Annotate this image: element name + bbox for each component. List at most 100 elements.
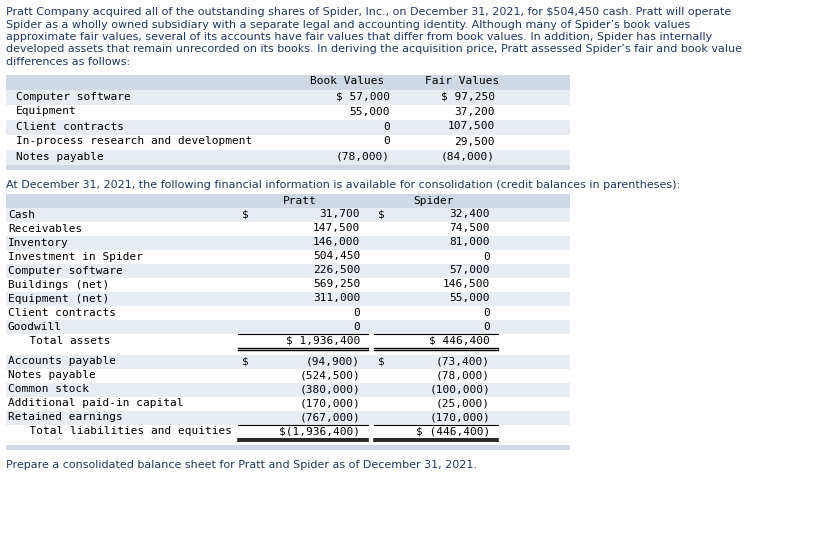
Text: (767,000): (767,000) (299, 413, 360, 423)
Bar (6, 193, 570, 208)
Text: Pratt: Pratt (283, 196, 317, 206)
Text: Fair Values: Fair Values (425, 76, 499, 86)
Text: (25,000): (25,000) (436, 398, 490, 408)
Text: Total liabilities and equities: Total liabilities and equities (16, 427, 232, 437)
Text: Common stock: Common stock (8, 384, 89, 394)
Text: $ 446,400: $ 446,400 (429, 335, 490, 345)
Text: Investment in Spider: Investment in Spider (8, 252, 143, 261)
Bar (6, 354, 570, 369)
Text: $: $ (378, 356, 385, 367)
Bar (6, 105, 570, 120)
Text: 569,250: 569,250 (313, 280, 360, 290)
Bar (6, 320, 570, 334)
Text: 0: 0 (354, 307, 360, 317)
Text: 29,500: 29,500 (455, 136, 495, 146)
Text: 311,000: 311,000 (313, 294, 360, 304)
Bar (6, 424, 570, 438)
Text: Receivables: Receivables (8, 223, 82, 233)
Text: differences as follows:: differences as follows: (6, 57, 130, 67)
Text: 226,500: 226,500 (313, 266, 360, 276)
Bar (6, 263, 570, 277)
Text: 74,500: 74,500 (450, 223, 490, 233)
Text: Equipment: Equipment (16, 106, 77, 116)
Text: Prepare a consolidated balance sheet for Pratt and Spider as of December 31, 202: Prepare a consolidated balance sheet for… (6, 460, 477, 470)
Bar (6, 411, 570, 424)
Text: (170,000): (170,000) (429, 413, 490, 423)
Text: $ 97,250: $ 97,250 (441, 91, 495, 101)
Text: Accounts payable: Accounts payable (8, 356, 116, 367)
Text: 55,000: 55,000 (450, 294, 490, 304)
Text: Client contracts: Client contracts (8, 307, 116, 317)
Text: 504,450: 504,450 (313, 252, 360, 261)
Bar (6, 334, 570, 348)
Text: Equipment (net): Equipment (net) (8, 294, 110, 304)
Bar (6, 277, 570, 291)
Text: 146,000: 146,000 (313, 237, 360, 247)
Text: 57,000: 57,000 (450, 266, 490, 276)
Bar (6, 90, 570, 105)
Text: 0: 0 (483, 321, 490, 331)
Text: Buildings (net): Buildings (net) (8, 280, 110, 290)
Text: Book Values: Book Values (310, 76, 385, 86)
Text: 0: 0 (383, 136, 390, 146)
Text: Computer software: Computer software (16, 91, 130, 101)
Bar (6, 149, 570, 164)
Text: Total assets: Total assets (16, 335, 110, 345)
Text: Spider: Spider (414, 196, 454, 206)
Bar (6, 164, 570, 169)
Bar (6, 305, 570, 320)
Text: 32,400: 32,400 (450, 209, 490, 219)
Bar (6, 250, 570, 263)
Text: 0: 0 (383, 121, 390, 131)
Text: 81,000: 81,000 (450, 237, 490, 247)
Text: Notes payable: Notes payable (8, 370, 96, 380)
Text: $(1,936,400): $(1,936,400) (279, 427, 360, 437)
Text: Inventory: Inventory (8, 237, 69, 247)
Text: (78,000): (78,000) (336, 152, 390, 162)
Text: $ 1,936,400: $ 1,936,400 (286, 335, 360, 345)
Text: Cash: Cash (8, 209, 35, 219)
Text: (73,400): (73,400) (436, 356, 490, 367)
Bar (6, 120, 570, 134)
Text: approximate fair values, several of its accounts have fair values that differ fr: approximate fair values, several of its … (6, 32, 712, 42)
Text: In-process research and development: In-process research and development (16, 136, 252, 146)
Text: 146,500: 146,500 (443, 280, 490, 290)
Text: (94,900): (94,900) (306, 356, 360, 367)
Text: Pratt Company acquired all of the outstanding shares of Spider, Inc., on Decembe: Pratt Company acquired all of the outsta… (6, 7, 732, 17)
Text: Notes payable: Notes payable (16, 152, 104, 162)
Text: At December 31, 2021, the following financial information is available for conso: At December 31, 2021, the following fina… (6, 179, 681, 189)
Text: 31,700: 31,700 (319, 209, 360, 219)
Text: 147,500: 147,500 (313, 223, 360, 233)
Text: 55,000: 55,000 (349, 106, 390, 116)
Text: (84,000): (84,000) (441, 152, 495, 162)
Bar (6, 383, 570, 397)
Text: Computer software: Computer software (8, 266, 123, 276)
Text: developed assets that remain unrecorded on its books. In deriving the acquisitio: developed assets that remain unrecorded … (6, 45, 742, 55)
Bar (6, 397, 570, 411)
Text: 0: 0 (483, 307, 490, 317)
Text: 37,200: 37,200 (455, 106, 495, 116)
Bar (6, 134, 570, 149)
Bar (6, 236, 570, 250)
Text: Additional paid-in capital: Additional paid-in capital (8, 398, 183, 408)
Text: 107,500: 107,500 (448, 121, 495, 131)
Text: Spider as a wholly owned subsidiary with a separate legal and accounting identit: Spider as a wholly owned subsidiary with… (6, 19, 691, 30)
Bar (6, 369, 570, 383)
Bar (6, 222, 570, 236)
Text: $: $ (242, 209, 249, 219)
Text: $ (446,400): $ (446,400) (415, 427, 490, 437)
Bar (6, 75, 570, 90)
Text: Client contracts: Client contracts (16, 121, 124, 131)
Text: (524,500): (524,500) (299, 370, 360, 380)
Text: 0: 0 (483, 252, 490, 261)
Text: 0: 0 (354, 321, 360, 331)
Text: $ 57,000: $ 57,000 (336, 91, 390, 101)
Text: (78,000): (78,000) (436, 370, 490, 380)
Text: $: $ (242, 356, 249, 367)
Bar (6, 208, 570, 222)
Text: Retained earnings: Retained earnings (8, 413, 123, 423)
Text: (100,000): (100,000) (429, 384, 490, 394)
Bar (6, 444, 570, 449)
Bar (6, 291, 570, 305)
Text: (380,000): (380,000) (299, 384, 360, 394)
